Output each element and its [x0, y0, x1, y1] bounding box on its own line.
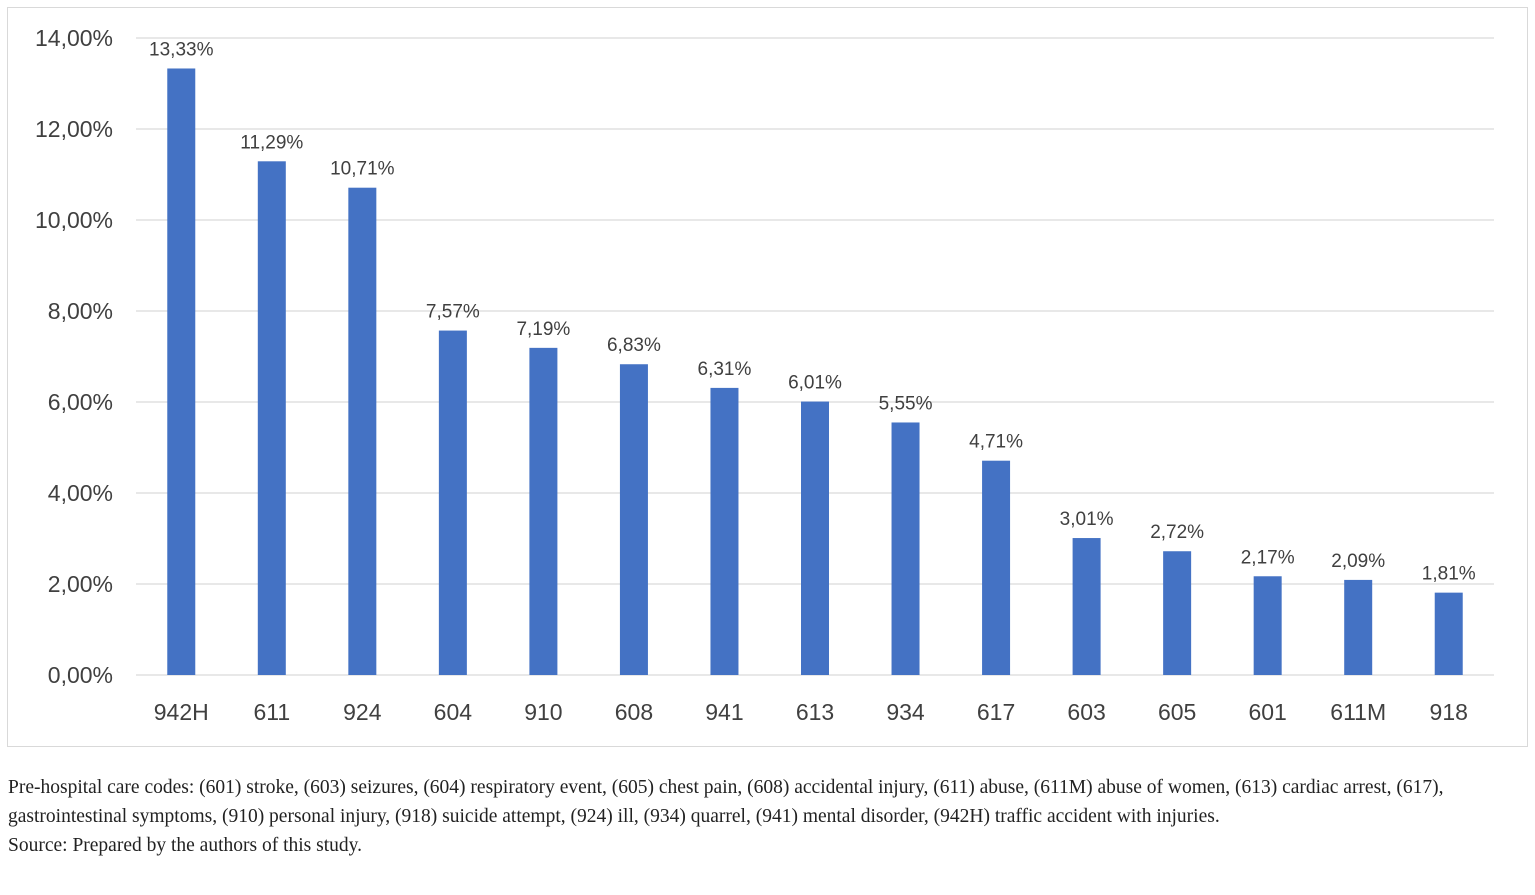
data-label: 5,55% — [879, 393, 933, 414]
y-tick-label: 10,00% — [35, 207, 113, 233]
data-label: 3,01% — [1060, 509, 1114, 530]
bar — [801, 401, 829, 675]
source-note: Source: Prepared by the authors of this … — [8, 835, 362, 856]
data-label: 2,09% — [1331, 551, 1385, 572]
x-tick-label: 918 — [1430, 699, 1468, 725]
y-tick-label: 2,00% — [48, 571, 113, 597]
x-tick-label: 611 — [253, 699, 290, 725]
x-tick-label: 611M — [1330, 699, 1386, 725]
bar — [891, 422, 920, 675]
x-tick-label: 617 — [977, 699, 1015, 725]
x-tick-label: 605 — [1158, 699, 1196, 725]
bar — [348, 187, 377, 675]
data-labels: 13,33% 11,29% 10,71% 7,57% 7,19% 6,83% 6,31% 6,… — [149, 39, 1476, 584]
bar — [1253, 576, 1282, 675]
data-label: 13,33% — [149, 39, 214, 60]
x-tick-label: 934 — [886, 699, 925, 725]
x-tick-label: 924 — [343, 699, 382, 725]
bars — [167, 68, 1463, 676]
x-tick-label: 608 — [615, 699, 653, 725]
bar — [257, 161, 286, 675]
data-label: 2,72% — [1150, 522, 1204, 543]
x-tick-label: 604 — [434, 699, 473, 725]
y-tick-label: 12,00% — [35, 116, 113, 142]
bar — [710, 387, 739, 675]
data-label: 1,81% — [1422, 564, 1476, 585]
y-tick-label: 0,00% — [48, 662, 113, 688]
data-label: 2,17% — [1241, 547, 1295, 568]
x-tick-label: 603 — [1067, 699, 1105, 725]
x-tick-label: 910 — [524, 699, 562, 725]
y-tick-label: 8,00% — [48, 298, 113, 324]
codes-caption: Pre-hospital care codes: (601) stroke, (… — [8, 777, 1444, 827]
y-axis-tick-labels: 0,00% 2,00% 4,00% 6,00% 8,00% 10,00% 12,00% 14,… — [35, 25, 113, 688]
data-label: 7,19% — [516, 319, 570, 340]
bar — [1163, 551, 1192, 675]
y-tick-label: 14,00% — [35, 25, 113, 51]
bar — [438, 330, 467, 675]
bar — [529, 347, 558, 675]
y-tick-label: 4,00% — [48, 480, 113, 506]
x-tick-label: 942H — [154, 699, 209, 725]
bar — [982, 460, 1011, 675]
bar — [619, 364, 648, 675]
data-label: 4,71% — [969, 432, 1023, 453]
chart-frame: 0,00% 2,00% 4,00% 6,00% 8,00% 10,00% 12,00% 14,… — [7, 7, 1528, 747]
x-axis-tick-labels: 942H 611 924 604 910 608 941 613 934 617 603 605 601… — [154, 699, 1468, 725]
bar — [1344, 579, 1373, 675]
data-label: 6,01% — [788, 373, 842, 394]
y-tick-label: 6,00% — [48, 389, 113, 415]
data-label: 10,71% — [330, 159, 395, 180]
data-label: 11,29% — [240, 132, 303, 153]
x-tick-label: 613 — [796, 699, 834, 725]
bar-chart: 0,00% 2,00% 4,00% 6,00% 8,00% 10,00% 12,00% 14,… — [35, 25, 1494, 725]
data-label: 6,83% — [607, 335, 661, 356]
figure-notes: Pre-hospital care codes: (601) stroke, (… — [8, 773, 1523, 860]
bar — [1434, 592, 1463, 675]
x-tick-label: 601 — [1248, 699, 1286, 725]
data-label: 6,31% — [698, 359, 752, 380]
bar — [167, 68, 196, 676]
data-label: 7,57% — [426, 302, 480, 323]
x-tick-label: 941 — [705, 699, 743, 725]
bar — [1072, 538, 1101, 675]
